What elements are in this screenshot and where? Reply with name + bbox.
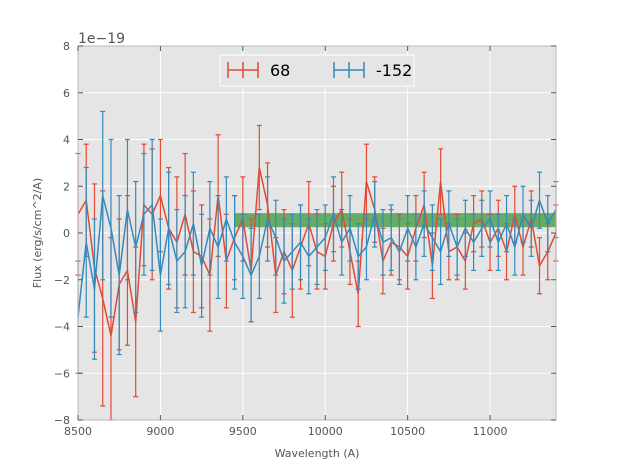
highlight-band (234, 213, 556, 228)
y-tick-label: 6 (63, 87, 70, 100)
legend-label: -152 (376, 61, 412, 80)
y-tick-label: 0 (63, 227, 70, 240)
y-tick-label: −8 (54, 414, 70, 427)
x-tick-label: 9000 (146, 425, 174, 438)
band-rect (234, 213, 556, 228)
x-axis-label: Wavelength (A) (275, 447, 360, 460)
y-tick-label: −2 (54, 274, 70, 287)
legend-label: 68 (270, 61, 290, 80)
x-tick-label: 9500 (229, 425, 257, 438)
y-offset-label: 1e−19 (78, 31, 125, 47)
x-tick-label: 10500 (390, 425, 425, 438)
y-tick-label: −4 (54, 321, 70, 334)
y-axis-label: Flux (erg/s/cm^2/A) (31, 178, 44, 288)
legend: 68 -152 (219, 54, 415, 87)
series-neg152 (75, 110, 559, 374)
y-tick-label: −6 (54, 367, 70, 380)
series-layer (75, 110, 559, 421)
legend-entry: 68 (227, 61, 290, 80)
x-tick-label: 10000 (308, 425, 343, 438)
x-tick-label: 11000 (473, 425, 508, 438)
series-line (77, 195, 557, 318)
y-tick-label: 8 (63, 40, 70, 53)
y-tick-label: 2 (63, 180, 70, 193)
x-tick-label: 8500 (64, 425, 92, 438)
legend-entry: -152 (333, 61, 412, 80)
y-tick-label: 4 (63, 134, 70, 147)
